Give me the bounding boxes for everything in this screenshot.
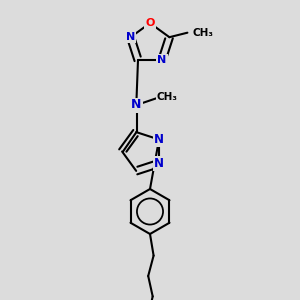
- Text: N: N: [154, 133, 164, 146]
- Text: CH₃: CH₃: [157, 92, 178, 102]
- Text: N: N: [126, 32, 135, 42]
- Text: CH₃: CH₃: [193, 28, 214, 38]
- Text: O: O: [145, 18, 155, 28]
- Text: N: N: [158, 55, 166, 65]
- Text: N: N: [154, 157, 164, 170]
- Text: N: N: [131, 98, 142, 112]
